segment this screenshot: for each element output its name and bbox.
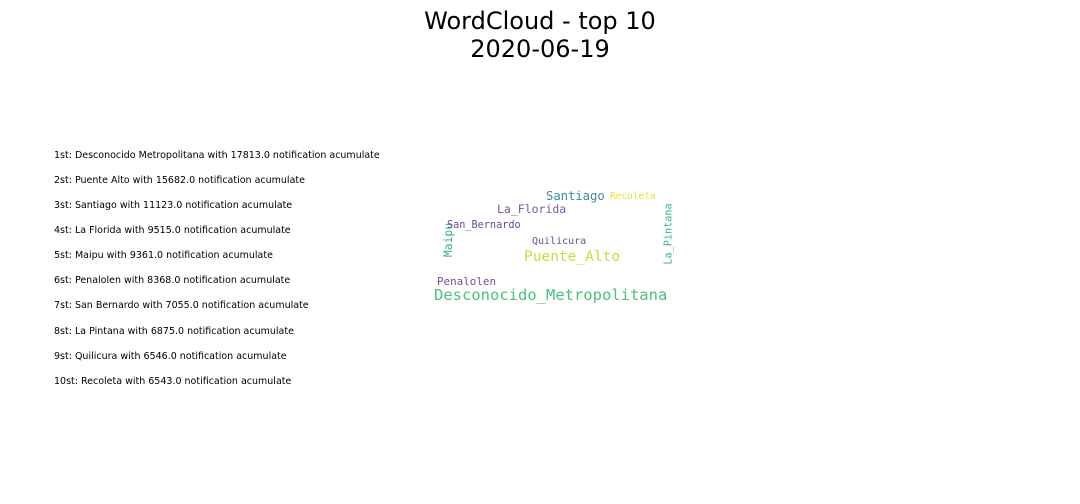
cloud-word-santiago: Santiago [546, 189, 605, 203]
cloud-word-desconocido-metropolitana: Desconocido_Metropolitana [434, 286, 667, 304]
ranking-line-6: 6st: Penalolen with 8368.0 notification … [54, 275, 291, 286]
cloud-word-recoleta: Recoleta [610, 191, 656, 202]
cloud-word-quilicura: Quilicura [532, 236, 586, 247]
ranking-line-2: 2st: Puente Alto with 15682.0 notificati… [54, 175, 305, 186]
chart-title: WordCloud - top 10 [424, 7, 656, 35]
ranking-line-9: 9st: Quilicura with 6546.0 notification … [54, 351, 287, 362]
ranking-line-7: 7st: San Bernardo with 7055.0 notificati… [54, 300, 309, 311]
cloud-word-san-bernardo: San_Bernardo [447, 220, 521, 231]
cloud-word-la-florida: La_Florida [497, 202, 566, 216]
chart-subtitle-date: 2020-06-19 [470, 35, 610, 63]
ranking-line-8: 8st: La Pintana with 6875.0 notification… [54, 326, 294, 337]
cloud-word-la-pintana: La_Pintana [664, 203, 675, 264]
ranking-line-5: 5st: Maipu with 9361.0 notification acum… [54, 250, 273, 261]
cloud-word-maipu: Maipu [441, 223, 455, 257]
ranking-line-4: 4st: La Florida with 9515.0 notification… [54, 225, 291, 236]
ranking-line-1: 1st: Desconocido Metropolitana with 1781… [54, 150, 380, 161]
cloud-word-penalolen: Penalolen [437, 275, 496, 288]
ranking-line-3: 3st: Santiago with 11123.0 notification … [54, 200, 293, 211]
ranking-line-10: 10st: Recoleta with 6543.0 notification … [54, 376, 292, 387]
cloud-word-puente-alto: Puente_Alto [524, 249, 620, 265]
